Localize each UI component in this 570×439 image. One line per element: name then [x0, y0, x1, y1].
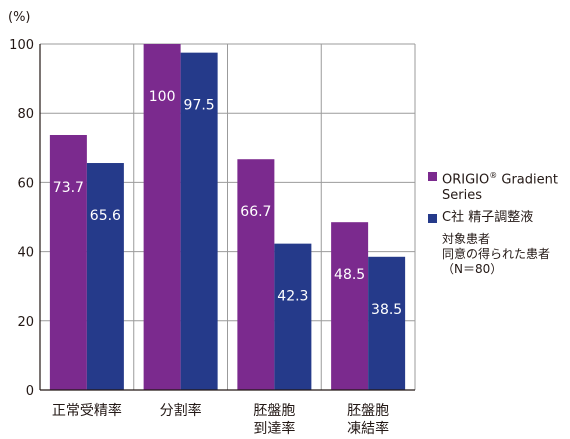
bar	[180, 52, 218, 391]
legend-label-origio: ORIGIO® Gradient Series	[442, 171, 558, 204]
bar	[143, 44, 181, 390]
data-label: 38.5	[371, 302, 402, 318]
y-tick-label: 40	[17, 246, 34, 261]
axes	[39, 44, 415, 391]
legend-item-origio: ORIGIO® Gradient Series	[428, 168, 568, 204]
legend-swatch-c-company	[428, 214, 437, 224]
data-labels: 73.7 100 66.7 48.5 65.6 97.5 42.3 38.5	[53, 89, 402, 318]
y-tick-label: 0	[26, 384, 34, 399]
x-tick-label: 胚盤胞	[253, 403, 295, 419]
patient-note-line: 同意の得られた患者	[442, 247, 551, 262]
bar	[331, 222, 369, 390]
patient-note-line: 対象患者	[442, 232, 491, 247]
patient-note-line: （N＝80）	[442, 262, 503, 277]
x-tick-label: 分割率	[160, 402, 202, 419]
data-label: 65.6	[90, 208, 121, 224]
y-axis-unit-label: (%)	[8, 10, 31, 25]
bar	[49, 134, 87, 390]
gridlines	[40, 43, 416, 390]
legend: ORIGIO® Gradient Series C社 精子調整液 対象患者 同意…	[428, 168, 568, 277]
data-label: 97.5	[184, 98, 215, 114]
y-tick-label: 80	[17, 107, 34, 122]
y-tick-labels: 0 20 40 60 80 100	[9, 38, 34, 399]
data-label: 48.5	[334, 267, 365, 283]
patient-note: 対象患者 同意の得られた患者 （N＝80）	[442, 232, 568, 277]
x-tick-label: 到達率	[253, 420, 295, 437]
bar	[86, 163, 124, 390]
bar	[368, 256, 406, 390]
legend-item-c-company: C社 精子調整液	[428, 210, 568, 226]
legend-label-c-company: C社 精子調整液	[442, 210, 534, 226]
bars	[49, 44, 406, 391]
legend-swatch-origio	[428, 172, 437, 181]
data-label: 73.7	[53, 180, 84, 196]
bar	[237, 159, 275, 390]
bar	[274, 243, 312, 390]
x-tick-label: 凍結率	[347, 420, 389, 437]
y-tick-label: 20	[17, 315, 34, 330]
data-label: 66.7	[240, 204, 271, 220]
y-tick-label: 60	[17, 176, 34, 191]
data-label: 42.3	[277, 289, 308, 305]
y-tick-label: 100	[9, 38, 34, 53]
x-tick-label: 正常受精率	[52, 402, 122, 419]
data-label: 100	[149, 89, 176, 105]
x-tick-label: 胚盤胞	[347, 403, 389, 419]
